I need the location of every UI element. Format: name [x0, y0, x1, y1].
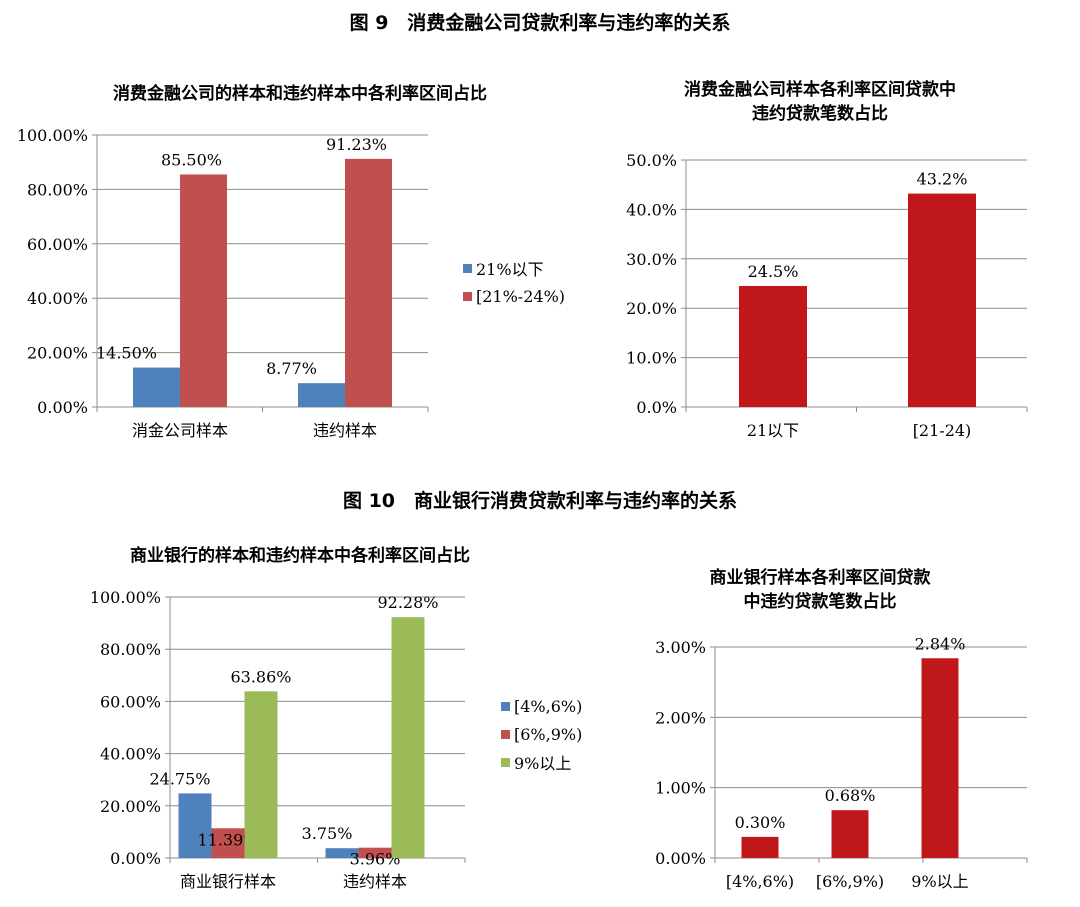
figure-10-title: 图 10 商业银行消费贷款利率与违约率的关系: [342, 490, 738, 512]
data-label: 0.68%: [825, 786, 876, 805]
data-label: 85.50%: [161, 150, 222, 169]
bar: [178, 793, 212, 858]
bar: [345, 158, 392, 407]
bar: [133, 367, 180, 407]
x-tick-label: 9%以上: [911, 872, 968, 891]
legend-entry: [6%,9%): [501, 720, 582, 748]
data-label: 43.2%: [917, 170, 968, 189]
chart-1-legend: 21%以下 [21%-24%): [463, 254, 565, 310]
x-tick-label: 违约样本: [343, 872, 407, 891]
chart-1-title: 消费金融公司的样本和违约样本中各利率区间占比: [113, 84, 487, 104]
y-tick-label: 80.00%: [27, 180, 88, 199]
y-tick-label: 0.00%: [37, 398, 88, 417]
chart-4-title: 商业银行样本各利率区间贷款 中违约贷款笔数占比: [709, 568, 931, 612]
legend-swatch: [501, 701, 510, 711]
data-label: 2.84%: [915, 634, 966, 653]
legend-entry: 21%以下: [463, 254, 565, 282]
bar: [741, 836, 779, 858]
data-label: 63.86%: [230, 667, 291, 686]
x-tick-label: 商业银行样本: [180, 872, 276, 891]
x-tick-label: [21-24): [913, 421, 972, 440]
y-tick-label: 60.00%: [27, 235, 88, 254]
chart-3-title: 商业银行的样本和违约样本中各利率区间占比: [130, 546, 470, 566]
data-label: 3.75%: [302, 824, 353, 843]
bar: [391, 617, 425, 858]
y-tick-label: 80.00%: [100, 640, 161, 659]
y-tick-label: 1.00%: [655, 779, 706, 798]
legend-entry: [21%-24%): [463, 282, 565, 310]
legend-label: 21%以下: [476, 260, 544, 279]
chart-3-legend: [4%,6%) [6%,9%) 9%以上: [501, 692, 582, 776]
y-tick-label: 2.00%: [655, 708, 706, 727]
legend-swatch: [463, 263, 472, 273]
y-tick-label: 40.0%: [626, 200, 677, 219]
y-tick-label: 20.00%: [100, 797, 161, 816]
y-tick-label: 100.00%: [17, 126, 88, 145]
y-tick-label: 0.00%: [655, 849, 706, 868]
chart-2-title: 消费金融公司样本各利率区间贷款中 违约贷款笔数占比: [684, 80, 956, 124]
y-tick-label: 20.0%: [626, 299, 677, 318]
x-tick-label: [4%,6%): [726, 872, 794, 891]
y-tick-label: 0.00%: [110, 849, 161, 868]
bar: [358, 847, 392, 858]
legend-swatch: [501, 729, 510, 739]
data-label: 0.30%: [735, 813, 786, 832]
bar: [244, 691, 278, 858]
bar: [211, 828, 245, 858]
legend-swatch: [463, 291, 472, 301]
bar: [921, 658, 959, 858]
y-tick-label: 0.0%: [636, 398, 677, 417]
y-tick-label: 30.0%: [626, 250, 677, 269]
y-tick-label: 20.00%: [27, 344, 88, 363]
x-tick-label: 消金公司样本: [132, 421, 228, 440]
bar: [831, 810, 869, 858]
legend-label: 9%以上: [514, 754, 572, 773]
x-tick-label: 违约样本: [313, 421, 377, 440]
y-tick-label: 40.00%: [100, 745, 161, 764]
data-label: 3.96%: [350, 850, 401, 869]
data-label: 24.5%: [748, 262, 799, 281]
bar: [739, 285, 807, 407]
bar: [180, 174, 227, 407]
legend-swatch: [501, 757, 510, 767]
bar: [298, 383, 345, 407]
y-tick-label: 3.00%: [655, 638, 706, 657]
x-tick-label: 21以下: [747, 421, 799, 440]
y-tick-label: 100.00%: [90, 588, 161, 607]
legend-label: [6%,9%): [514, 724, 583, 744]
bar: [325, 848, 359, 858]
bar: [908, 193, 976, 407]
legend-entry: 9%以上: [501, 748, 582, 776]
legend-label: [4%,6%): [514, 696, 583, 716]
data-label: 11.39%: [197, 830, 258, 849]
legend-label: [21%-24%): [476, 286, 566, 306]
x-tick-label: [6%,9%): [816, 872, 884, 891]
y-tick-label: 10.0%: [626, 349, 677, 368]
y-tick-label: 50.0%: [626, 151, 677, 170]
figure-9-title: 图 9 消费金融公司贷款利率与违约率的关系: [349, 12, 731, 34]
data-label: 8.77%: [266, 359, 317, 378]
data-label: 24.75%: [149, 769, 210, 788]
data-label: 14.50%: [96, 344, 157, 363]
legend-entry: [4%,6%): [501, 692, 582, 720]
y-tick-label: 40.00%: [27, 289, 88, 308]
y-tick-label: 60.00%: [100, 692, 161, 711]
data-label: 92.28%: [377, 593, 438, 612]
data-label: 91.23%: [326, 135, 387, 154]
